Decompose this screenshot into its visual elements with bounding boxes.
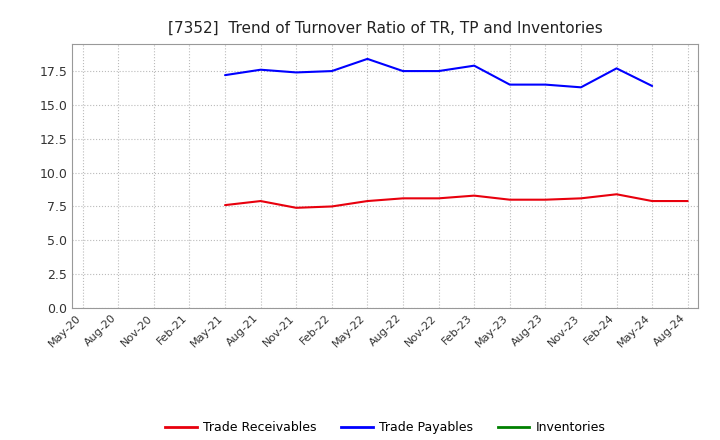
Trade Payables [399,69,408,74]
Trade Receivables [648,198,657,204]
Trade Receivables [292,205,300,210]
Title: [7352]  Trend of Turnover Ratio of TR, TP and Inventories: [7352] Trend of Turnover Ratio of TR, TP… [168,21,603,36]
Trade Payables [541,82,549,87]
Trade Receivables [434,196,443,201]
Trade Receivables [577,196,585,201]
Trade Payables [612,66,621,71]
Trade Receivables [505,197,514,202]
Line: Trade Receivables: Trade Receivables [225,194,688,208]
Trade Receivables [221,202,230,208]
Trade Payables [256,67,265,72]
Trade Payables [470,63,479,68]
Trade Receivables [683,198,692,204]
Trade Payables [505,82,514,87]
Trade Payables [363,56,372,62]
Trade Receivables [399,196,408,201]
Line: Trade Payables: Trade Payables [225,59,652,87]
Trade Receivables [541,197,549,202]
Trade Payables [577,84,585,90]
Trade Receivables [612,192,621,197]
Trade Receivables [256,198,265,204]
Trade Payables [292,70,300,75]
Trade Payables [328,69,336,74]
Trade Payables [434,69,443,74]
Trade Receivables [363,198,372,204]
Trade Payables [648,83,657,88]
Trade Receivables [470,193,479,198]
Legend: Trade Receivables, Trade Payables, Inventories: Trade Receivables, Trade Payables, Inven… [161,416,610,439]
Trade Receivables [328,204,336,209]
Trade Payables [221,73,230,78]
